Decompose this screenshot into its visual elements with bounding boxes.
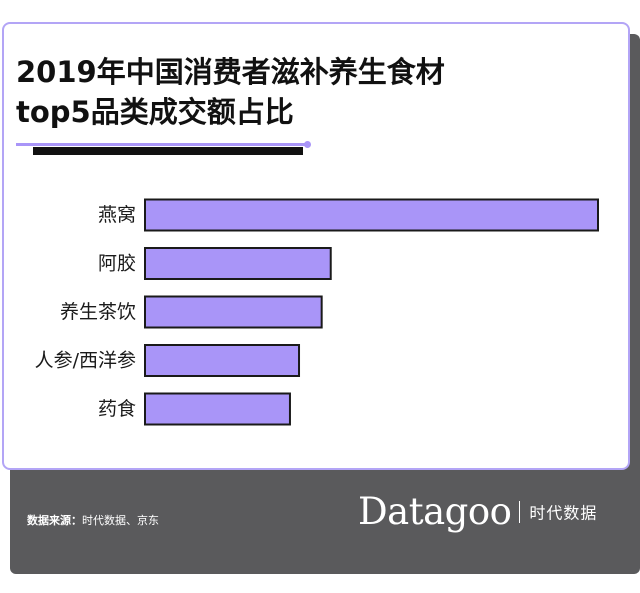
bar-3 xyxy=(144,344,301,377)
chart-title: 2019年中国消费者滋补养生食材 top5品类成交额占比 xyxy=(16,52,576,132)
brand-logo: Datagoo 时代数据 xyxy=(358,490,597,533)
category-label: 人参/西洋参 xyxy=(35,350,136,372)
bar-4 xyxy=(144,392,291,426)
category-label: 燕窝 xyxy=(98,204,136,226)
source-note: 数据来源：时代数据、京东 xyxy=(27,512,159,528)
source-value: 时代数据、京东 xyxy=(82,514,159,527)
brand-cn: 时代数据 xyxy=(529,503,598,523)
category-label: 阿胶 xyxy=(98,253,136,275)
brand-divider xyxy=(519,500,521,523)
source-label: 数据来源： xyxy=(27,514,82,527)
title-underline-accent xyxy=(16,143,308,146)
title-underline xyxy=(33,147,303,155)
category-label: 养生茶饮 xyxy=(60,301,136,323)
chart-title-line-2: top5品类成交额占比 xyxy=(16,95,294,129)
bar-1 xyxy=(144,247,332,280)
bar-0 xyxy=(144,198,599,232)
brand-name: Datagoo xyxy=(358,490,512,533)
chart-title-line-1: 2019年中国消费者滋补养生食材 xyxy=(16,55,445,89)
category-label: 药食 xyxy=(98,398,136,420)
bar-2 xyxy=(144,295,323,329)
title-underline-dot xyxy=(304,141,311,148)
chart-card xyxy=(2,22,630,470)
